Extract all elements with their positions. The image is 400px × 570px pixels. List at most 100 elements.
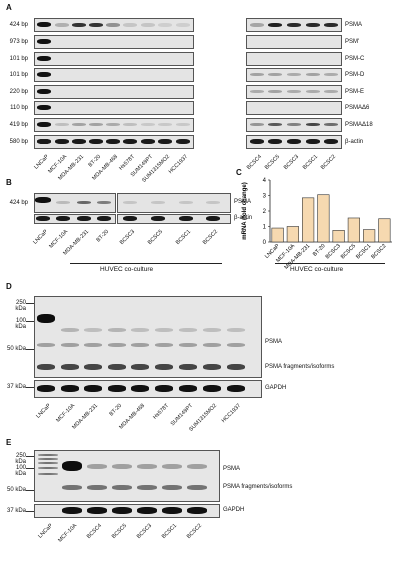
c-x-tick-label-6: BCSC1: [355, 243, 372, 260]
psma-band-right-1: [268, 23, 282, 27]
gel-a-right-row-2: [246, 52, 342, 66]
e-frag-band-4: [137, 485, 157, 490]
band-label-6: PSMAΔ18: [345, 122, 373, 128]
lane-e-2: BCSC4: [85, 522, 104, 541]
psma-band-left-4: [106, 23, 120, 27]
bp-size-7: 580 bp: [9, 139, 28, 145]
e-mw-tick-1: [26, 468, 34, 469]
lane-e-6: BCSC2: [185, 522, 204, 541]
d18-band-left-3: [106, 123, 120, 126]
actin-band-left-2: [72, 139, 86, 144]
lane-e-0: LNCaP: [37, 522, 55, 540]
panel-b-gel-right-psma: [117, 193, 231, 213]
psma-band-left-7: [158, 23, 172, 27]
d18-band-right-4: [324, 123, 338, 126]
lncap-band-row-3: [37, 72, 51, 77]
psma-band-right-3: [306, 23, 320, 27]
c-y-axis-label: mRNA (fold change): [242, 182, 248, 239]
bp-size-5: 110 bp: [10, 105, 28, 111]
b-psma-band-6: [179, 201, 193, 204]
d-upper-band-8: [227, 328, 245, 332]
d-mw-tick-2: [26, 349, 34, 350]
b-psma-band-2: [77, 201, 91, 204]
d-mw-1: 100 kDa: [15, 318, 26, 330]
b-actin-band-6: [179, 216, 193, 221]
d-upper-band-3: [108, 328, 126, 332]
c-bar-4: [332, 230, 345, 243]
d-gapdh-band-8: [227, 385, 245, 392]
b-actin-band-4: [123, 216, 137, 221]
panel-d-label: D: [6, 282, 12, 291]
lane-d-1: MCF-10A: [55, 402, 77, 424]
psma-band-left-8: [176, 23, 190, 27]
psma-band-right-2: [287, 23, 301, 27]
d-frag-band-8: [227, 364, 245, 370]
actin-band-right-2: [287, 139, 301, 144]
lane-d-8: HCC1937: [220, 402, 243, 425]
psma-band-left-1: [55, 23, 69, 27]
d-mid-band-7: [203, 343, 221, 347]
panel-d-fragments-label: PSMA fragments/isoforms: [265, 364, 335, 370]
e-ladder-2: [38, 462, 58, 464]
bp-size-1: 973 bp: [9, 39, 28, 45]
d-gapdh-band-3: [108, 385, 126, 392]
gel-a-left-row-4: [34, 85, 194, 99]
lane-d-6: SUM149PT: [169, 402, 195, 428]
e-ladder-0: [38, 454, 58, 456]
panel-d-psma-label: PSMA: [265, 339, 283, 345]
lane-d-4: MDA-MB-468: [118, 402, 147, 431]
c-bar-6: [363, 229, 376, 243]
d18-band-left-5: [141, 123, 155, 126]
c-y-tick-label-2: 2: [263, 209, 267, 215]
psma-band-right-4: [324, 23, 338, 27]
e-mw-1: 100 kDa: [15, 465, 26, 477]
gel-a-right-row-5: [246, 101, 342, 115]
psmd-band-right-0: [250, 73, 264, 76]
c-bar-1: [286, 226, 299, 243]
gel-a-left-row-0: [34, 18, 194, 32]
c-x-tick-label-5: BCSC5: [340, 243, 357, 260]
d-mid-band-5: [155, 343, 173, 347]
band-label-0: PSMA: [345, 22, 363, 28]
actin-band-left-1: [55, 139, 69, 144]
actin-band-right-1: [268, 139, 282, 144]
e-psma-band-1: [62, 461, 82, 471]
panel-b-label: B: [6, 178, 12, 187]
b-psma-band-5: [151, 201, 165, 204]
d-upper-band-4: [131, 328, 149, 332]
gel-a-left-row-3: [34, 68, 194, 82]
d18-band-left-2: [89, 123, 103, 126]
gel-a-right-row-3: [246, 68, 342, 82]
e-frag-band-1: [62, 485, 82, 490]
d-frag-band-3: [108, 364, 126, 370]
e-gapdh-band-6: [187, 507, 207, 514]
c-y-tick-label-0: 0: [263, 240, 267, 246]
c-y-tick-label-4: 4: [263, 178, 267, 184]
actin-band-left-0: [37, 139, 51, 144]
band-label-5: PSMAΔ6: [345, 105, 370, 111]
c-bar-5: [347, 217, 360, 243]
band-label-7: β-actin: [345, 139, 364, 145]
d-gapdh-band-1: [61, 385, 79, 392]
b-actin-band-5: [151, 216, 165, 221]
band-label-1: PSM': [345, 39, 360, 45]
panel-c-label: C: [236, 168, 242, 177]
lncap-band-row-4: [37, 89, 51, 94]
psma-band-left-6: [141, 23, 155, 27]
d-upper-band-2: [84, 328, 102, 332]
d18-band-right-0: [250, 123, 264, 126]
d-gapdh-band-7: [203, 385, 221, 392]
psme-band-right-3: [306, 90, 320, 93]
panel-a-label: A: [6, 3, 12, 12]
e-mw-tick-0: [26, 456, 34, 457]
e-mw-tick-3: [26, 511, 34, 512]
e-ladder-1: [38, 458, 58, 460]
d18-band-right-2: [287, 123, 301, 126]
e-gapdh-band-5: [162, 507, 182, 514]
panel-b-bp-size: 424 bp: [9, 200, 28, 206]
lncap-band-row-2: [37, 56, 51, 61]
d-gapdh-band-6: [179, 385, 197, 392]
b-psma-band-3: [97, 201, 111, 204]
e-gapdh-band-4: [137, 507, 157, 514]
